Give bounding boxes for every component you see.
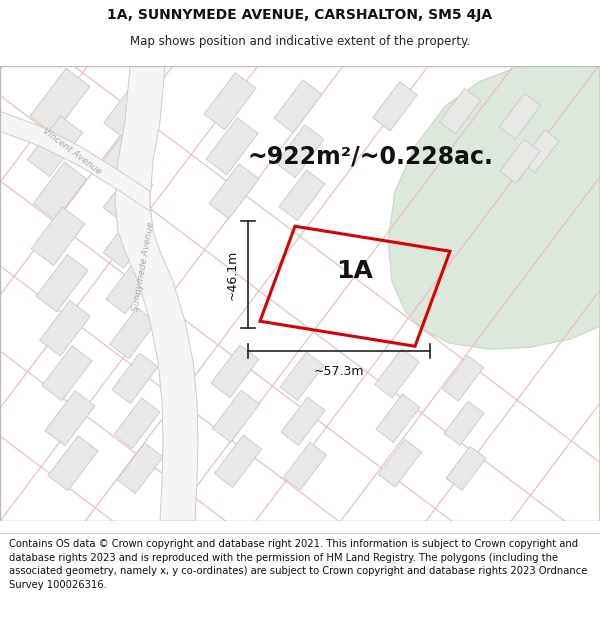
Polygon shape [45,391,95,446]
Polygon shape [100,126,150,180]
Text: ~57.3m: ~57.3m [314,365,364,378]
Text: 1A: 1A [337,259,373,283]
Text: Vincent Avenue: Vincent Avenue [41,126,103,176]
Polygon shape [211,345,259,398]
Polygon shape [204,72,256,130]
Polygon shape [212,390,260,442]
Polygon shape [104,83,156,139]
Polygon shape [114,398,160,449]
Text: Map shows position and indicative extent of the property.: Map shows position and indicative extent… [130,35,470,48]
Polygon shape [444,401,484,445]
Polygon shape [40,301,91,356]
Polygon shape [274,80,322,132]
Polygon shape [376,394,420,442]
Polygon shape [115,66,198,521]
Polygon shape [442,356,484,401]
Polygon shape [42,346,92,401]
Polygon shape [103,214,153,268]
Polygon shape [280,352,324,401]
Polygon shape [214,435,262,488]
Polygon shape [388,66,600,521]
Polygon shape [30,68,90,134]
Polygon shape [106,261,154,314]
Text: Sunnymede Avenue: Sunnymede Avenue [131,221,155,312]
Polygon shape [0,111,150,211]
Polygon shape [33,162,87,221]
Text: ~46.1m: ~46.1m [226,249,239,300]
Polygon shape [103,169,153,223]
Polygon shape [209,164,259,219]
Polygon shape [281,397,325,446]
Polygon shape [27,116,83,177]
Polygon shape [446,446,486,490]
Polygon shape [374,349,419,398]
Polygon shape [373,82,418,131]
Polygon shape [117,443,163,494]
Polygon shape [31,207,85,266]
Polygon shape [379,439,422,487]
Polygon shape [276,125,324,177]
Polygon shape [206,118,258,175]
Text: Contains OS data © Crown copyright and database right 2021. This information is : Contains OS data © Crown copyright and d… [9,539,587,590]
Polygon shape [500,139,540,183]
Polygon shape [521,130,559,173]
Polygon shape [279,170,325,221]
Text: 1A, SUNNYMEDE AVENUE, CARSHALTON, SM5 4JA: 1A, SUNNYMEDE AVENUE, CARSHALTON, SM5 4J… [107,8,493,22]
Polygon shape [112,353,158,404]
Text: ~922m²/~0.228ac.: ~922m²/~0.228ac. [247,144,493,168]
Polygon shape [439,89,481,134]
Polygon shape [110,308,157,359]
Polygon shape [283,442,326,490]
Polygon shape [48,436,98,491]
Polygon shape [499,94,541,139]
Polygon shape [36,254,88,312]
